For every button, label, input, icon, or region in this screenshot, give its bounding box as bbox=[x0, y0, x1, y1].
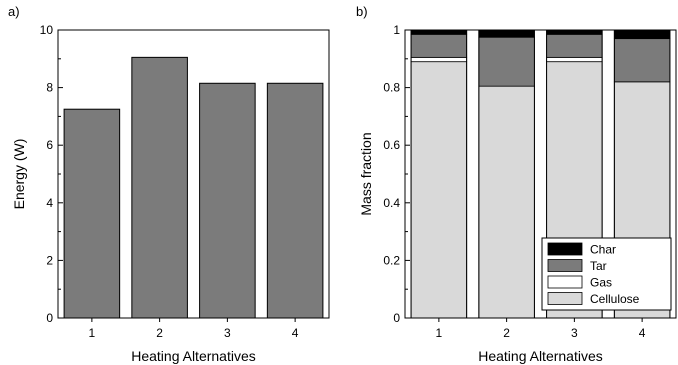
x-axis-label-a: Heating Alternatives bbox=[131, 348, 256, 364]
bar-char-4 bbox=[613, 29, 671, 40]
y-tick-label: 10 bbox=[40, 23, 54, 37]
y-tick-label: 0.2 bbox=[383, 253, 400, 267]
y-tick-label: 0.4 bbox=[383, 196, 400, 210]
y-axis-label-a: Energy (W) bbox=[11, 139, 27, 210]
y-tick-label: 0.8 bbox=[383, 81, 400, 95]
legend-swatch-cellulose bbox=[547, 292, 583, 305]
x-tick-label: 1 bbox=[436, 326, 443, 340]
bar-char-3 bbox=[546, 29, 603, 35]
legend-swatch-gas bbox=[547, 275, 583, 289]
bar-tar-4 bbox=[613, 38, 671, 83]
panel-label-a: a) bbox=[8, 4, 20, 19]
axes-b: 0 0.2 0.4 0.6 0.8 1 1 2 3 4 bbox=[383, 23, 645, 340]
bar-tar-3 bbox=[546, 33, 603, 58]
x-tick-label: 4 bbox=[292, 326, 299, 340]
energy-bars bbox=[63, 56, 324, 319]
bar-4 bbox=[266, 82, 324, 319]
bar-gas-1 bbox=[410, 56, 468, 63]
bar-tar-1 bbox=[410, 33, 468, 58]
x-axis-label-b: Heating Alternatives bbox=[478, 348, 603, 364]
legend: Char Tar Gas Cellulose bbox=[541, 237, 672, 311]
y-tick-label: 0.6 bbox=[383, 138, 400, 152]
y-axis-label-b: Mass fraction bbox=[358, 132, 374, 215]
bar-cellulose-1 bbox=[410, 61, 468, 319]
bar-2 bbox=[131, 56, 188, 319]
mass-fraction-chart: b) Mass fraction Heating Alternatives 00… bbox=[356, 4, 677, 364]
x-tick-label: 2 bbox=[503, 326, 510, 340]
legend-label-tar: Tar bbox=[590, 259, 607, 273]
x-tick-label: 4 bbox=[639, 326, 646, 340]
x-tick-label: 3 bbox=[571, 326, 578, 340]
bar-cellulose-2 bbox=[478, 85, 535, 319]
mass-fraction-bars bbox=[410, 29, 671, 319]
legend-label-gas: Gas bbox=[590, 276, 612, 290]
bar-gas-3 bbox=[546, 56, 603, 63]
panel-label-b: b) bbox=[356, 4, 368, 19]
legend-label-char: Char bbox=[590, 243, 616, 257]
energy-chart: a) Energy (W) Heating Alternatives 0 2 4 6 8… bbox=[8, 4, 330, 364]
legend-label-cellulose: Cellulose bbox=[590, 292, 640, 306]
legend-swatch-char bbox=[547, 242, 583, 256]
y-tick-label: 1 bbox=[393, 23, 400, 37]
y-tick-label: 6 bbox=[46, 138, 53, 152]
x-tick-label: 3 bbox=[224, 326, 231, 340]
y-tick-label: 0 bbox=[393, 311, 400, 325]
y-tick-label: 0 bbox=[46, 311, 53, 325]
bar-char-1 bbox=[410, 29, 468, 35]
x-tick-label: 2 bbox=[156, 326, 163, 340]
y-tick-label: 4 bbox=[46, 196, 53, 210]
bar-tar-2 bbox=[478, 36, 535, 87]
y-tick-label: 2 bbox=[46, 253, 53, 267]
bar-1 bbox=[63, 108, 121, 319]
bar-3 bbox=[199, 82, 256, 319]
legend-swatch-tar bbox=[547, 259, 583, 272]
bar-char-2 bbox=[478, 29, 535, 38]
x-tick-label: 1 bbox=[89, 326, 96, 340]
y-tick-label: 8 bbox=[46, 81, 53, 95]
